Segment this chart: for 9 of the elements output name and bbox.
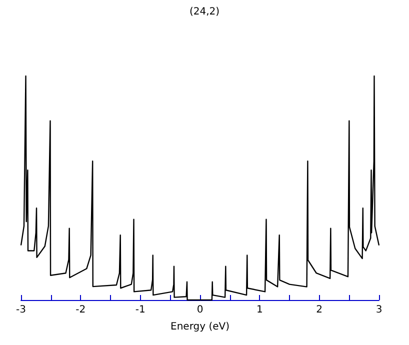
x-tick-label: 2 (316, 304, 323, 316)
x-tick-label: 0 (196, 304, 204, 316)
x-tick-label: -1 (135, 304, 146, 316)
x-tick-label: 1 (256, 304, 263, 316)
chart-title: (24,2) (189, 6, 220, 18)
x-axis-title: Energy (eV) (170, 322, 230, 332)
x-tick-label: -2 (76, 304, 86, 316)
x-tick-label: 3 (376, 304, 382, 316)
x-tick-label: -3 (16, 304, 26, 316)
